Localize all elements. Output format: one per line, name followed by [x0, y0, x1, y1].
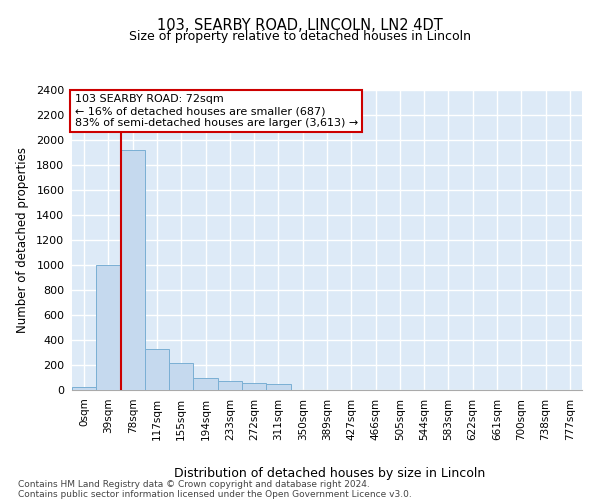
- Bar: [145, 349, 169, 390]
- Text: Size of property relative to detached houses in Lincoln: Size of property relative to detached ho…: [129, 30, 471, 43]
- Bar: [96, 265, 121, 390]
- Text: 103, SEARBY ROAD, LINCOLN, LN2 4DT: 103, SEARBY ROAD, LINCOLN, LN2 4DT: [157, 18, 443, 32]
- Y-axis label: Number of detached properties: Number of detached properties: [16, 147, 29, 333]
- Text: 103 SEARBY ROAD: 72sqm
← 16% of detached houses are smaller (687)
83% of semi-de: 103 SEARBY ROAD: 72sqm ← 16% of detached…: [74, 94, 358, 128]
- Bar: [72, 386, 96, 390]
- Text: Contains HM Land Registry data © Crown copyright and database right 2024.
Contai: Contains HM Land Registry data © Crown c…: [18, 480, 412, 499]
- Bar: [242, 383, 266, 390]
- Bar: [218, 381, 242, 390]
- Bar: [193, 378, 218, 390]
- Bar: [121, 150, 145, 390]
- Bar: [169, 363, 193, 390]
- Bar: [266, 384, 290, 390]
- Text: Distribution of detached houses by size in Lincoln: Distribution of detached houses by size …: [175, 468, 485, 480]
